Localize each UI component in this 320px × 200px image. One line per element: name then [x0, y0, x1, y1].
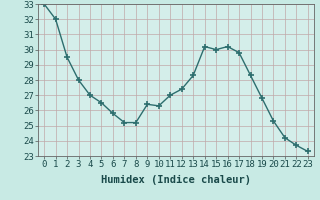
- X-axis label: Humidex (Indice chaleur): Humidex (Indice chaleur): [101, 175, 251, 185]
